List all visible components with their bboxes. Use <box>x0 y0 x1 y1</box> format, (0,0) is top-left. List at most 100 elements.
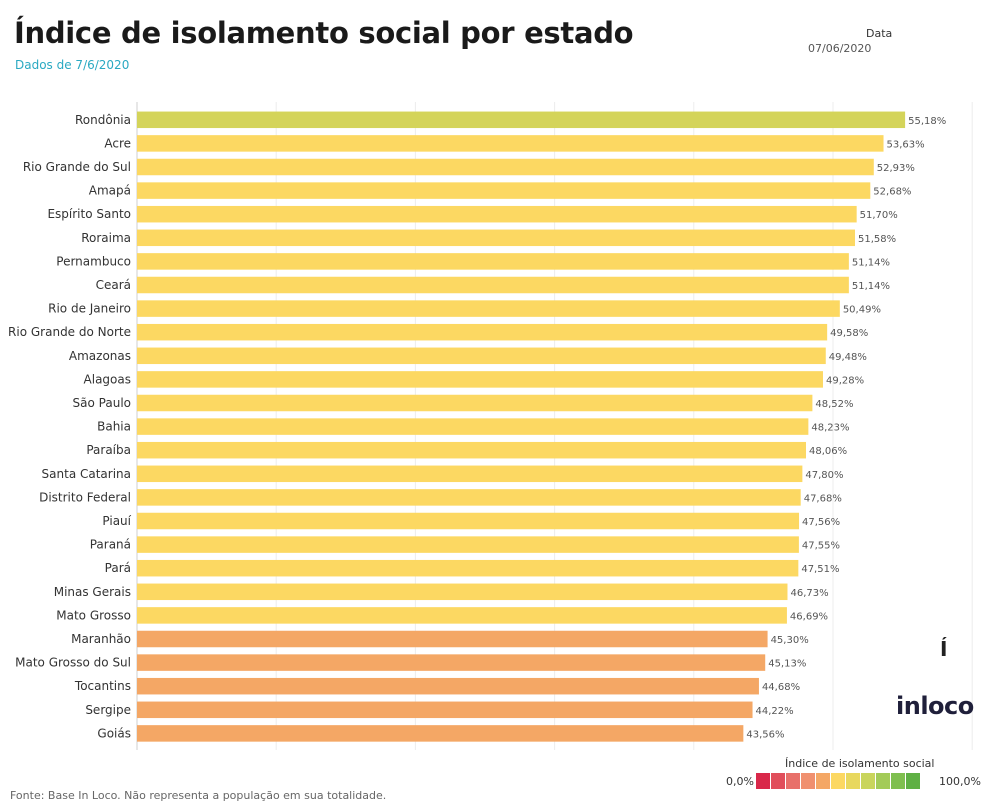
bar <box>137 276 849 294</box>
value-label: 51,14% <box>852 281 890 292</box>
value-label: 47,68% <box>804 493 842 504</box>
value-label: 50,49% <box>843 305 881 316</box>
bar <box>137 323 828 341</box>
bar <box>137 512 800 530</box>
value-label: 44,68% <box>762 682 800 693</box>
legend-swatch <box>816 773 830 789</box>
bar <box>137 182 871 199</box>
category-label: Goiás <box>97 726 131 740</box>
bar <box>137 630 768 648</box>
category-label: Espírito Santo <box>47 207 131 221</box>
category-label: Amapá <box>89 184 131 198</box>
value-label: 47,51% <box>801 564 839 575</box>
bar-chart: Rondônia 55,18% Acre 53,63% Rio Grande do Su… <box>8 102 973 750</box>
value-label: 46,73% <box>790 588 828 599</box>
category-label: Mato Grosso do Sul <box>15 656 131 670</box>
bar <box>137 607 787 624</box>
bar <box>137 701 753 719</box>
bar <box>137 559 799 577</box>
bar <box>137 536 799 553</box>
value-label: 52,68% <box>873 187 911 198</box>
bar <box>137 300 840 317</box>
category-label: Piauí <box>102 514 131 528</box>
value-label: 47,56% <box>802 517 840 528</box>
legend-title: Índice de isolamento social <box>785 757 935 770</box>
legend-max-label: 100,0% <box>939 775 981 788</box>
legend-swatch <box>801 773 815 789</box>
value-label: 49,58% <box>830 328 868 339</box>
category-label: Minas Gerais <box>54 585 131 599</box>
bar <box>137 135 884 152</box>
chart-subtitle: Dados de 7/6/2020 <box>15 58 130 72</box>
bar <box>137 205 857 223</box>
brand-mark-icon: Í <box>940 637 948 661</box>
date-filter-label: Data <box>866 27 893 40</box>
category-label: Rio Grande do Sul <box>23 160 131 174</box>
category-label: Paraná <box>90 538 131 552</box>
value-label: 49,28% <box>826 375 864 386</box>
value-label: 45,13% <box>768 659 806 670</box>
category-label: Mato Grosso <box>56 608 131 622</box>
value-label: 51,70% <box>860 210 898 221</box>
value-label: 47,80% <box>805 470 843 481</box>
legend-swatch <box>906 773 920 789</box>
bar <box>137 725 744 742</box>
category-label: Maranhão <box>71 632 131 646</box>
value-label: 51,58% <box>858 234 896 245</box>
bar <box>137 371 823 388</box>
category-label: Tocantins <box>74 679 131 693</box>
inloco-logo: inloco <box>896 692 974 720</box>
color-legend <box>756 773 920 789</box>
bar <box>137 394 813 412</box>
bar <box>137 418 809 435</box>
category-label: Rio Grande do Norte <box>8 325 131 339</box>
legend-swatch <box>891 773 905 789</box>
bar <box>137 489 801 506</box>
legend-swatch <box>771 773 785 789</box>
category-label: Pernambuco <box>56 254 131 268</box>
value-label: 45,30% <box>771 635 809 646</box>
value-label: 44,22% <box>756 706 794 717</box>
bar <box>137 465 803 483</box>
value-label: 43,56% <box>746 729 784 740</box>
legend-swatch <box>846 773 860 789</box>
bar <box>137 253 849 270</box>
bar <box>137 347 826 365</box>
value-label: 48,52% <box>815 399 853 410</box>
legend-swatch <box>756 773 770 789</box>
category-label: Amazonas <box>69 349 131 363</box>
category-label: Bahia <box>97 420 131 434</box>
value-label: 48,06% <box>809 446 847 457</box>
category-label: Rio de Janeiro <box>48 302 131 316</box>
chart-title: Índice de isolamento social por estado <box>14 16 634 50</box>
category-label: Ceará <box>96 278 131 292</box>
bar <box>137 583 788 601</box>
value-label: 52,93% <box>877 163 915 174</box>
bar <box>137 441 806 459</box>
value-label: 49,48% <box>829 352 867 363</box>
category-label: Alagoas <box>84 372 131 386</box>
value-label: 51,14% <box>852 257 890 268</box>
source-note: Fonte: Base In Loco. Não representa a po… <box>10 789 387 802</box>
category-label: Acre <box>104 136 131 150</box>
category-label: Pará <box>105 561 131 575</box>
category-label: Roraima <box>81 231 131 245</box>
category-label: Rondônia <box>75 113 131 127</box>
date-filter-value[interactable]: 07/06/2020 <box>808 42 872 55</box>
value-label: 53,63% <box>887 139 925 150</box>
legend-min-label: 0,0% <box>726 775 754 788</box>
legend-swatch <box>861 773 875 789</box>
category-label: Santa Catarina <box>42 467 131 481</box>
category-label: Distrito Federal <box>39 490 131 504</box>
bar <box>137 158 874 176</box>
bar <box>137 654 766 671</box>
value-label: 46,69% <box>790 611 828 622</box>
bar <box>137 677 759 695</box>
category-label: Sergipe <box>85 703 131 717</box>
value-label: 55,18% <box>908 116 946 127</box>
value-label: 47,55% <box>802 541 840 552</box>
value-label: 48,23% <box>811 423 849 434</box>
bar <box>137 229 855 247</box>
legend-swatch <box>786 773 800 789</box>
bar <box>137 111 906 129</box>
